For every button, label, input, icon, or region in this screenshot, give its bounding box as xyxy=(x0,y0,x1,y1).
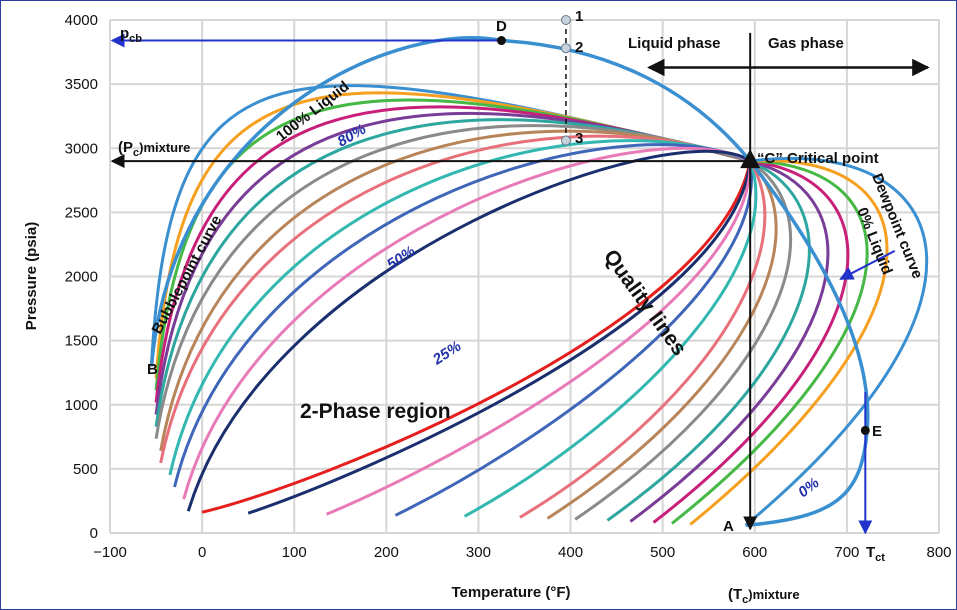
dewpoint-curve xyxy=(745,160,870,528)
x-tick-label: −100 xyxy=(93,544,127,561)
quality-line xyxy=(744,156,929,527)
pcb-label: pcb xyxy=(120,25,142,45)
y-tick-label: 1500 xyxy=(65,333,98,350)
two-phase-region-label: 2-Phase region xyxy=(300,400,451,423)
x-axis-label: Temperature (°F) xyxy=(451,584,570,601)
quality-line xyxy=(519,160,767,519)
quality-line xyxy=(689,159,889,526)
y-tick-label: 1000 xyxy=(65,397,98,414)
x-tick-label: 600 xyxy=(742,544,767,561)
x-tick-label: 100 xyxy=(282,544,307,561)
point-d-marker xyxy=(496,36,506,46)
quality-line xyxy=(546,160,778,520)
quality-line xyxy=(394,160,754,517)
point-1-label: 1 xyxy=(575,8,583,25)
point-2-marker xyxy=(560,43,571,54)
quality-line xyxy=(159,134,751,464)
dewpoint-pointer-arrow xyxy=(839,249,896,280)
quality-line xyxy=(463,160,758,518)
y-tick-label: 0 xyxy=(90,525,98,542)
quality-line xyxy=(168,139,751,476)
quality-line xyxy=(670,159,869,525)
critical-point-marker xyxy=(740,149,761,169)
axis-ticks: −100 0 100 200 300 400 500 600 700 800 0 500 1000 150… xyxy=(65,12,952,561)
critical-point-label: “C” Critical point xyxy=(757,150,879,167)
quality-line xyxy=(186,149,752,512)
quality-line xyxy=(173,143,751,488)
phase-envelope xyxy=(149,35,870,528)
quality-line xyxy=(325,161,752,516)
x-tick-label: 500 xyxy=(650,544,675,561)
y-axis-label: Pressure (psia) xyxy=(23,222,40,330)
liquid-phase-label: Liquid phase xyxy=(628,35,721,52)
x-tick-label: 800 xyxy=(926,544,951,561)
x-tick-label: 700 xyxy=(834,544,859,561)
bubblepoint-curve xyxy=(149,35,752,367)
point-d-label: D xyxy=(496,18,507,35)
point-a-label: A xyxy=(723,518,734,535)
annotations xyxy=(110,15,930,535)
tc-mixture-label: (Tc)mixture xyxy=(728,586,800,606)
quality-line xyxy=(629,159,830,523)
y-tick-label: 3000 xyxy=(65,140,98,157)
point-e-label: E xyxy=(872,423,882,440)
quality-line xyxy=(247,160,752,515)
quality-line xyxy=(574,159,793,521)
y-tick-label: 4000 xyxy=(65,12,98,29)
gas-phase-label: Gas phase xyxy=(768,35,844,52)
y-tick-label: 500 xyxy=(73,461,98,478)
point-1-marker xyxy=(560,15,571,25)
quality-line xyxy=(201,160,752,514)
point-3-marker xyxy=(560,135,571,146)
x-tick-label: 200 xyxy=(374,544,399,561)
y-tick-label: 2000 xyxy=(65,269,98,286)
x-tick-label: 400 xyxy=(558,544,583,561)
quality-line xyxy=(606,159,811,522)
point-3-label: 3 xyxy=(575,130,583,147)
tct-label: Tct xyxy=(866,544,885,564)
y-tick-label: 3500 xyxy=(65,76,98,93)
quality-line xyxy=(159,129,751,452)
point-b-label: B xyxy=(147,361,158,378)
point-e-marker xyxy=(860,425,870,435)
point-2-label: 2 xyxy=(575,39,583,56)
quality-line xyxy=(182,146,751,500)
x-tick-label: 0 xyxy=(198,544,206,561)
quality-line xyxy=(652,159,850,524)
pc-mixture-label: (Pc)mixture xyxy=(118,139,190,159)
y-tick-label: 2500 xyxy=(65,204,98,221)
x-tick-label: 300 xyxy=(466,544,491,561)
quality-lines xyxy=(149,84,929,527)
